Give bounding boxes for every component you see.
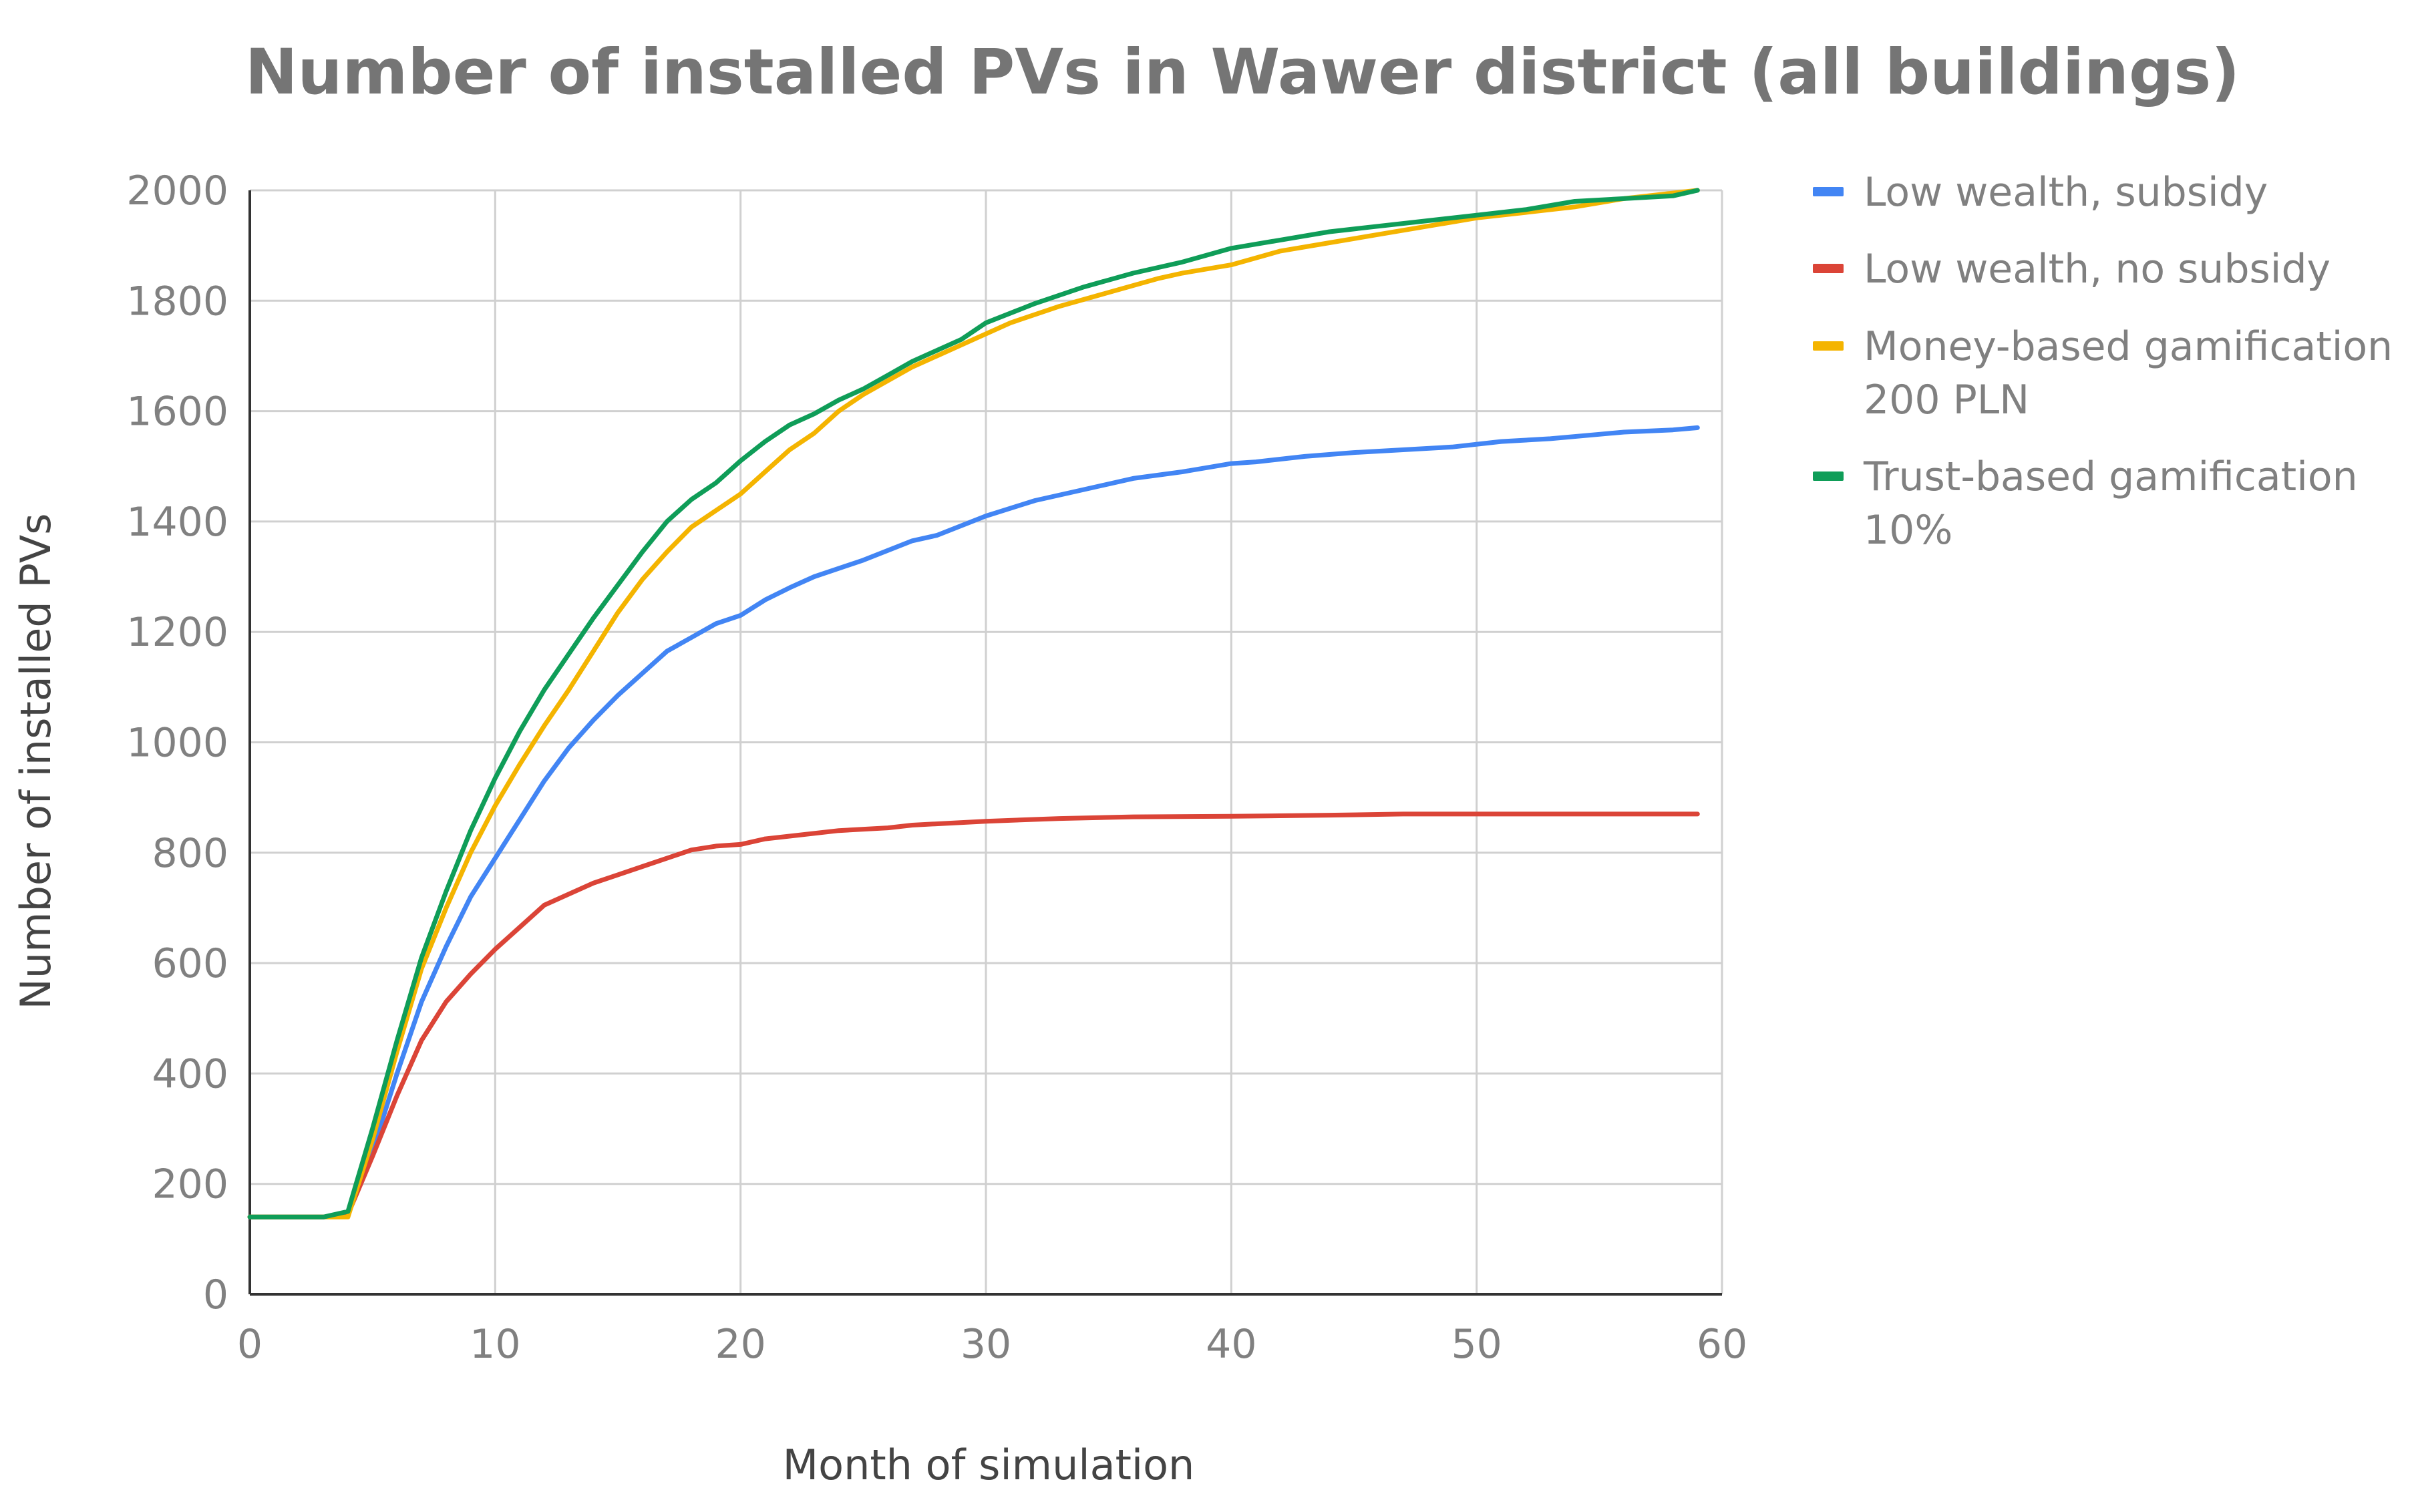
x-tick-label: 20 [715,1321,765,1368]
y-tick-label: 2000 [126,168,228,214]
legend-item: Money-based gamification 200 PLN [1813,323,2393,423]
y-tick-label: 400 [152,1051,228,1097]
y-tick-label: 800 [152,830,228,877]
y-tick-label: 1600 [126,389,228,435]
legend-item: Trust-based gamification 10% [1813,453,2358,554]
legend: Low wealth, subsidy Low wealth, no subsid… [1813,169,2393,554]
legend-label: Low wealth, subsidy [1864,169,2268,216]
y-tick-label: 600 [152,940,228,987]
legend-item: Low wealth, subsidy [1813,169,2268,216]
legend-swatch [1813,264,1844,273]
series-group [247,188,1700,1219]
y-tick-label: 1400 [126,499,228,546]
legend-swatch [1813,341,1844,351]
x-tick-label: 60 [1697,1321,1747,1368]
series-line-2 [247,811,1700,1219]
legend-label: Money-based gamification [1864,323,2393,370]
x-tick-label: 30 [961,1321,1011,1368]
legend-label: Trust-based gamification [1863,453,2358,500]
legend-label: 10% [1864,507,1952,554]
y-tick-label: 200 [152,1161,228,1208]
legend-swatch [1813,471,1844,481]
x-tick-label: 10 [470,1321,520,1368]
x-tick-label: 40 [1206,1321,1256,1368]
chart-title: Number of installed PVs in Wawer distric… [245,36,2240,109]
legend-item: Low wealth, no subsidy [1813,246,2331,293]
series-line-1 [247,425,1700,1219]
series-line-3 [247,188,1700,1219]
y-tick-label: 0 [203,1272,228,1318]
y-tick-label: 1000 [126,720,228,767]
legend-label: 200 PLN [1864,377,2029,423]
legend-label: Low wealth, no subsidy [1864,246,2331,293]
x-axis-ticks: 0 10 20 30 40 50 60 [237,1321,1747,1368]
axes [248,190,1722,1296]
grid [248,189,1723,1296]
y-tick-label: 1800 [126,278,228,325]
y-axis-label: Number of installed PVs [11,513,60,1009]
y-axis-ticks: 0 200 400 600 800 1000 1200 1400 1600 1800 2000 [126,168,228,1318]
y-tick-label: 1200 [126,609,228,656]
x-tick-label: 0 [237,1321,263,1368]
series-line-4 [247,188,1700,1219]
x-axis-label: Month of simulation [783,1441,1195,1489]
legend-swatch [1813,187,1844,196]
x-tick-label: 50 [1451,1321,1502,1368]
